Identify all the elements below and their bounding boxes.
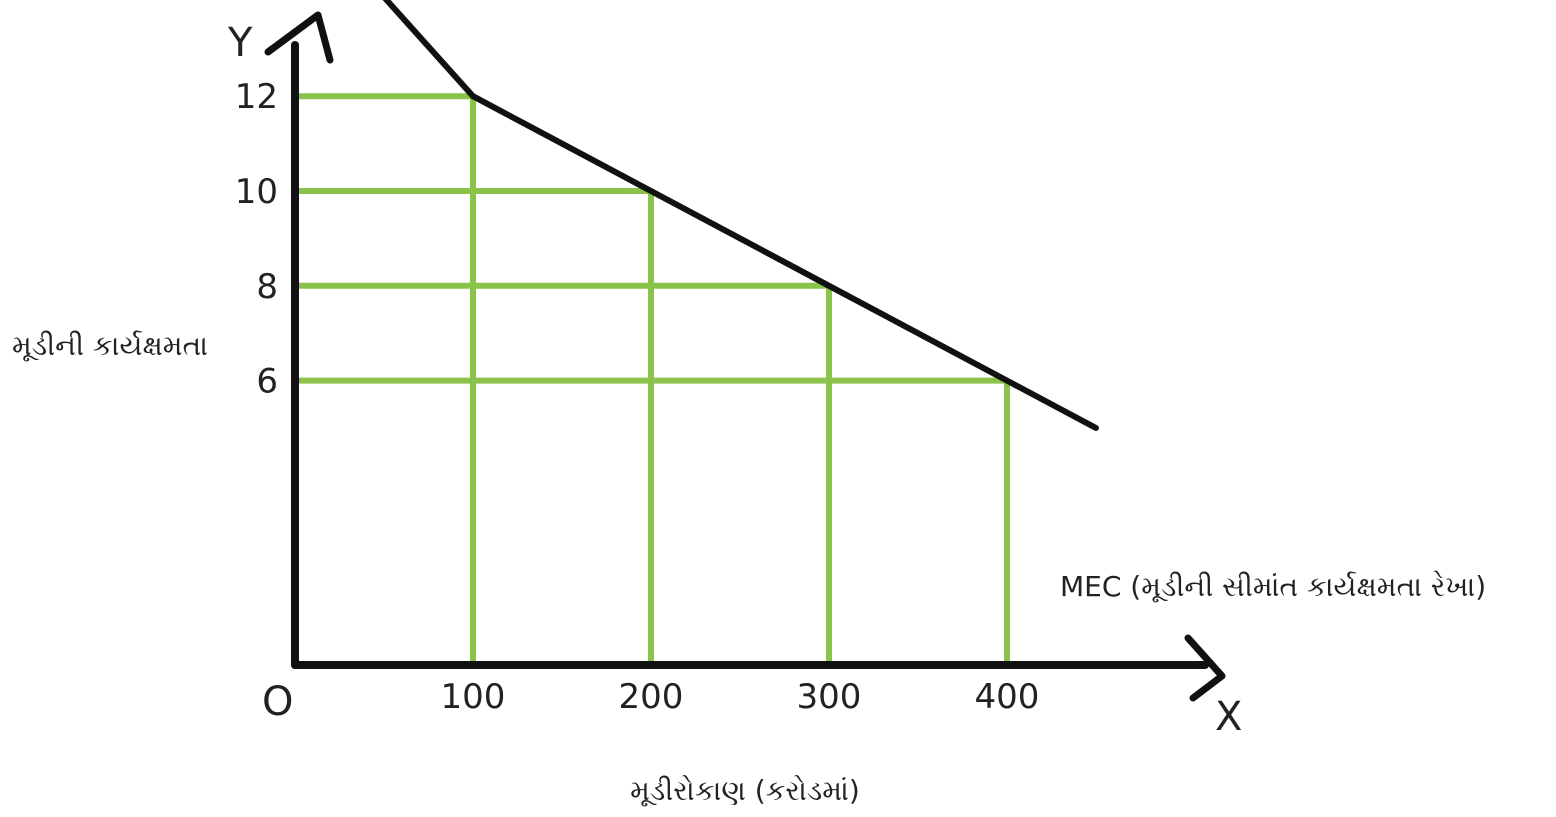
mec-curve xyxy=(382,0,1099,431)
y-axis-title: મૂડીની કાર્યક્ષમતા xyxy=(12,329,208,362)
y-tick-10: 10 xyxy=(235,172,278,212)
y-axis-arrowhead xyxy=(264,11,334,64)
x-tick-200: 200 xyxy=(619,677,684,717)
y-tick-12: 12 xyxy=(235,77,278,117)
y-tick-8: 8 xyxy=(256,267,278,307)
origin-label: O xyxy=(262,679,293,725)
y-tick-labels: 12 10 8 6 xyxy=(235,77,278,401)
y-tick-6: 6 xyxy=(256,362,278,402)
x-axis-letter: X xyxy=(1215,694,1242,740)
x-tick-labels: 100 200 300 400 xyxy=(441,677,1040,717)
mec-line xyxy=(382,0,1099,431)
x-tick-100: 100 xyxy=(441,677,506,717)
axes xyxy=(264,11,1226,702)
x-axis-arrowhead xyxy=(1184,634,1226,702)
x-axis-title: મૂડીરોકાણ (કરોડમાં) xyxy=(630,774,860,807)
guide-lines xyxy=(295,93,1010,665)
x-tick-400: 400 xyxy=(975,677,1040,717)
y-axis-letter: Y xyxy=(227,20,253,66)
x-tick-300: 300 xyxy=(797,677,862,717)
mec-series-label: MEC (મૂડીની સીમાંત કાર્યક્ષમતા રેખા) xyxy=(1060,570,1486,603)
